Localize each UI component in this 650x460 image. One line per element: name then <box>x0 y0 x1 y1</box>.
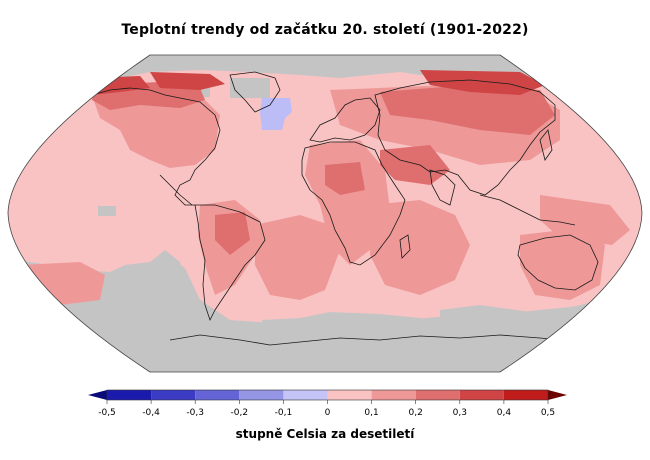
legend-bin <box>195 390 240 400</box>
legend-tick-label: 0 <box>325 408 331 418</box>
coastlines <box>91 71 621 346</box>
world-temperature-trend-map <box>7 54 643 373</box>
moderate-warming-cells <box>20 85 630 305</box>
legend-tick-label: 0,1 <box>364 408 378 418</box>
north-america-coastline <box>91 87 221 206</box>
siberia-strong-warming <box>380 85 555 135</box>
north-america-warming-region <box>90 88 220 168</box>
north-asia-strongest-warming <box>420 70 545 95</box>
southeast-asia-coastline <box>479 194 576 226</box>
legend-bin <box>327 390 372 400</box>
madagascar-coastline <box>399 234 411 259</box>
indian-ocean-warming-region <box>370 200 470 295</box>
japan-coastline <box>539 129 553 161</box>
eurasia-coastline <box>374 79 556 196</box>
legend-tick-label: 0,3 <box>453 408 467 418</box>
greenland-coastline <box>229 71 281 113</box>
north-africa-warming <box>325 162 365 195</box>
legend-tick-label: 0,5 <box>541 408 555 418</box>
legend-bin <box>107 390 152 400</box>
legend-bin <box>239 390 284 400</box>
strongest-warming-cells <box>90 70 545 95</box>
africa-coastline <box>301 141 406 266</box>
legend-bin <box>371 390 416 400</box>
new-zealand-coastline <box>607 279 621 301</box>
australia-coastline <box>517 234 599 291</box>
greenland-interior-no-data <box>230 78 270 98</box>
strong-warming-cells <box>92 82 555 255</box>
legend-tick-label: 0,2 <box>409 408 423 418</box>
south-america-coastline <box>194 204 266 322</box>
legend-bin <box>459 390 504 400</box>
south-pacific-warming-region <box>20 262 105 305</box>
map-projection-outline <box>7 54 643 373</box>
brazil-warming <box>215 212 250 255</box>
legend-tick-label: -0,5 <box>98 408 116 418</box>
legend-unit-label: stupně Celsia za desetiletí <box>235 427 415 441</box>
europe-coastline <box>309 97 381 143</box>
west-pacific-warming-region <box>540 195 630 245</box>
south-atlantic-no-data-region <box>262 312 440 345</box>
legend-tick-label: -0,3 <box>186 408 204 418</box>
legend-tick-label: -0,2 <box>231 408 249 418</box>
south-atlantic-warming-region <box>255 215 340 300</box>
arctic-canada-strongest-warming <box>150 72 225 90</box>
legend-bin <box>283 390 328 400</box>
middle-east-warming <box>380 145 450 185</box>
legend-low-arrow <box>88 390 107 400</box>
central-america-coastline <box>159 174 193 206</box>
pacific-no-data-patch <box>98 206 116 216</box>
legend-bin <box>503 390 548 400</box>
legend-bin <box>415 390 460 400</box>
legend-bin <box>151 390 196 400</box>
map-title: Teplotní trendy od začátku 20. století (… <box>121 22 529 38</box>
color-scale-legend: -0,5 -0,4 -0,3 -0,2 -0,1 0 0,1 0,2 0,3 0,4 0,5 <box>88 389 567 418</box>
legend-tick-label: -0,4 <box>142 408 160 418</box>
legend-high-arrow <box>548 390 567 400</box>
legend-tick-label: 0,4 <box>497 408 512 418</box>
legend-tick-label: -0,1 <box>275 408 293 418</box>
australia-warming-region <box>520 228 605 300</box>
antarctica-coastline <box>169 334 581 346</box>
india-coastline <box>429 169 456 206</box>
